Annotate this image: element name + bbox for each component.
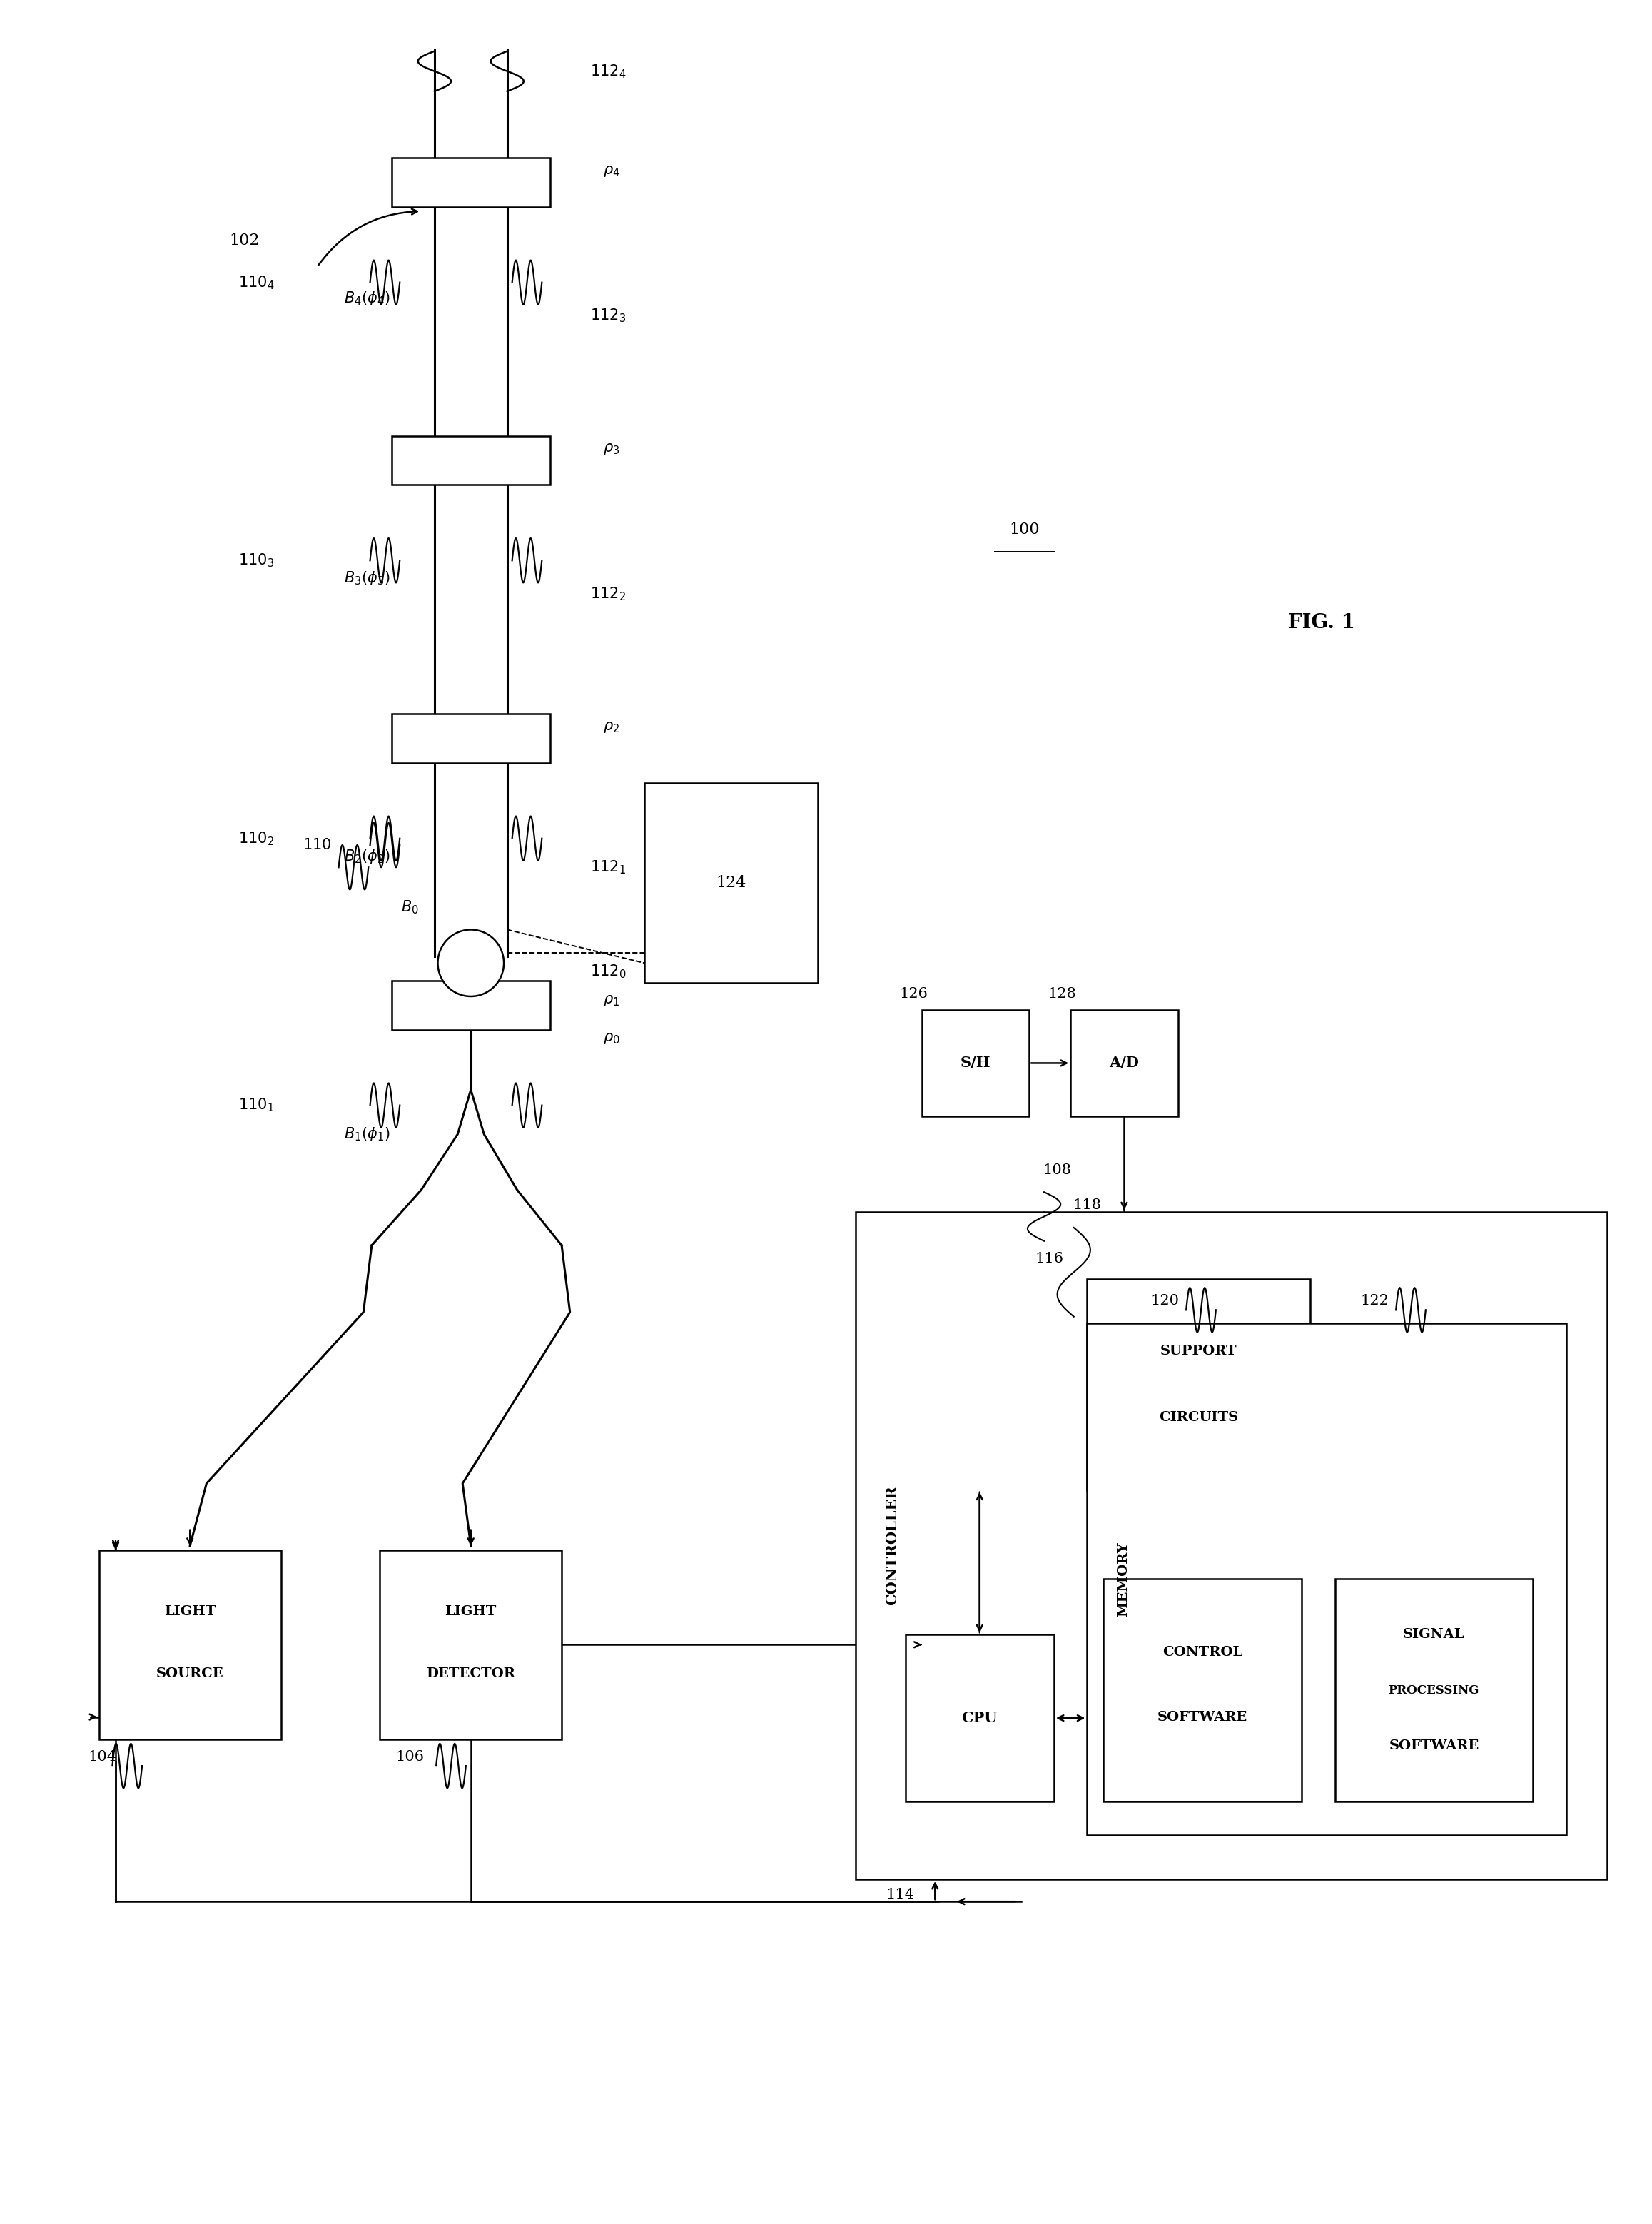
Bar: [922, 1010, 1029, 1116]
Text: $110_3$: $110_3$: [238, 552, 274, 569]
Text: CPU: CPU: [961, 1710, 998, 1726]
Bar: [99, 1550, 281, 1739]
Text: 120: 120: [1150, 1294, 1180, 1308]
Text: LIGHT: LIGHT: [164, 1606, 216, 1617]
Text: $110_2$: $110_2$: [238, 830, 274, 847]
Text: $112_3$: $112_3$: [590, 307, 626, 325]
Text: 102: 102: [230, 231, 259, 249]
Text: 124: 124: [715, 874, 747, 892]
Text: 100: 100: [1009, 520, 1039, 538]
Text: 128: 128: [1047, 987, 1077, 1001]
Bar: [380, 1550, 562, 1739]
Text: SOFTWARE: SOFTWARE: [1389, 1739, 1479, 1753]
Bar: [392, 436, 550, 485]
Text: $B_3(\phi_3)$: $B_3(\phi_3)$: [344, 569, 390, 587]
Text: 108: 108: [1042, 1163, 1072, 1176]
Bar: [392, 981, 550, 1030]
Text: DETECTOR: DETECTOR: [426, 1668, 515, 1679]
Text: A/D: A/D: [1108, 1056, 1140, 1070]
Bar: [392, 158, 550, 207]
Text: CIRCUITS: CIRCUITS: [1158, 1412, 1239, 1423]
Text: 118: 118: [1072, 1199, 1102, 1212]
Text: $112_1$: $112_1$: [590, 858, 626, 876]
Bar: [1104, 1579, 1302, 1801]
Text: CONTROLLER: CONTROLLER: [885, 1486, 899, 1606]
Text: SIGNAL: SIGNAL: [1403, 1628, 1465, 1641]
Bar: [905, 1635, 1054, 1801]
Text: SOFTWARE: SOFTWARE: [1158, 1710, 1247, 1724]
Text: LIGHT: LIGHT: [444, 1606, 497, 1617]
Ellipse shape: [438, 930, 504, 996]
Text: $\rho_0$: $\rho_0$: [603, 1032, 620, 1045]
Bar: [1335, 1579, 1533, 1801]
Text: $112_4$: $112_4$: [590, 62, 626, 80]
Text: $110$: $110$: [302, 838, 332, 852]
Bar: [856, 1212, 1607, 1879]
Bar: [644, 783, 818, 983]
Text: 122: 122: [1360, 1294, 1389, 1308]
Text: 106: 106: [395, 1750, 425, 1764]
Text: S/H: S/H: [960, 1056, 991, 1070]
Text: 114: 114: [885, 1888, 915, 1902]
Text: $110_4$: $110_4$: [238, 274, 274, 291]
Bar: [1087, 1323, 1566, 1835]
Text: $B_2(\phi_2)$: $B_2(\phi_2)$: [344, 847, 390, 865]
Bar: [1070, 1010, 1178, 1116]
Text: $B_0$: $B_0$: [401, 898, 418, 916]
Text: $112_2$: $112_2$: [590, 585, 626, 603]
Text: $\rho_1$: $\rho_1$: [603, 994, 620, 1007]
Text: SOURCE: SOURCE: [157, 1668, 223, 1679]
Text: 116: 116: [1034, 1252, 1064, 1265]
Text: 126: 126: [899, 987, 928, 1001]
Text: $110_1$: $110_1$: [238, 1096, 274, 1114]
Text: $\rho_4$: $\rho_4$: [603, 165, 620, 178]
Text: $112_0$: $112_0$: [590, 963, 626, 981]
Text: $\rho_3$: $\rho_3$: [603, 443, 620, 456]
Text: $B_1(\phi_1)$: $B_1(\phi_1)$: [344, 1125, 390, 1143]
Text: CONTROL: CONTROL: [1163, 1646, 1242, 1659]
Text: MEMORY: MEMORY: [1117, 1541, 1130, 1617]
Text: $B_4(\phi_4)$: $B_4(\phi_4)$: [344, 289, 390, 307]
Text: FIG. 1: FIG. 1: [1289, 614, 1355, 632]
Text: $\rho_2$: $\rho_2$: [603, 721, 620, 734]
Text: PROCESSING: PROCESSING: [1388, 1684, 1480, 1697]
Bar: [1087, 1279, 1310, 1490]
Text: 104: 104: [88, 1750, 117, 1764]
Bar: [392, 714, 550, 763]
Text: SUPPORT: SUPPORT: [1160, 1346, 1237, 1357]
